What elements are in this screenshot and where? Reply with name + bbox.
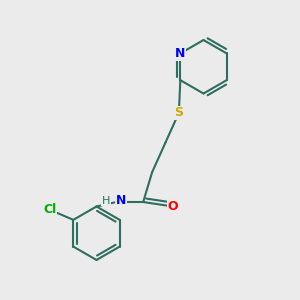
Text: S: S <box>174 106 183 119</box>
Text: H: H <box>102 196 110 206</box>
Text: Cl: Cl <box>43 203 56 216</box>
Text: N: N <box>116 194 126 207</box>
Text: N: N <box>175 47 185 60</box>
Text: O: O <box>168 200 178 213</box>
